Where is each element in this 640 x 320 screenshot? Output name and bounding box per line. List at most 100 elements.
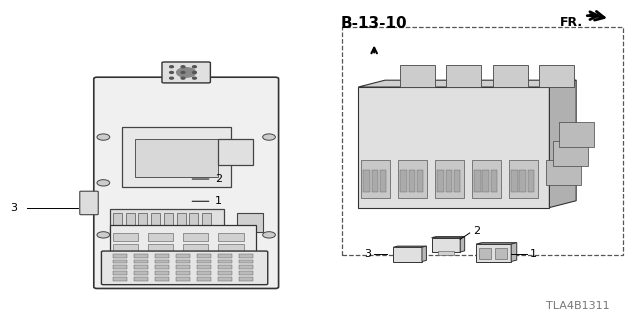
Bar (113, 233, 138, 241)
Bar (218, 255, 244, 263)
Bar (372, 170, 378, 192)
Bar (113, 213, 122, 232)
Circle shape (193, 71, 196, 73)
Polygon shape (511, 243, 516, 261)
Polygon shape (422, 246, 426, 261)
Circle shape (262, 232, 275, 238)
Bar (474, 170, 481, 192)
Bar (183, 233, 209, 241)
Bar (197, 271, 211, 275)
Bar (189, 213, 198, 232)
Bar (176, 260, 190, 263)
Text: 2: 2 (473, 226, 480, 236)
Bar (540, 65, 574, 87)
Text: 3: 3 (364, 249, 371, 259)
Bar (491, 170, 497, 192)
Bar (148, 244, 173, 252)
FancyBboxPatch shape (218, 139, 253, 165)
FancyBboxPatch shape (135, 139, 218, 177)
Text: 3: 3 (10, 203, 17, 213)
Bar (218, 254, 232, 258)
Bar (400, 170, 406, 192)
FancyBboxPatch shape (162, 62, 211, 83)
Bar (155, 277, 169, 281)
Bar (559, 122, 594, 147)
Bar (483, 170, 489, 192)
Bar (134, 265, 148, 269)
Bar (417, 170, 423, 192)
Bar (125, 213, 134, 232)
Bar (239, 254, 253, 258)
Circle shape (193, 66, 196, 68)
Bar (164, 213, 173, 232)
Text: 2: 2 (215, 174, 222, 184)
Circle shape (97, 134, 109, 140)
Bar (218, 265, 232, 269)
Bar (176, 265, 190, 269)
Bar (113, 254, 127, 258)
Bar (134, 271, 148, 275)
FancyBboxPatch shape (109, 225, 256, 266)
Bar (239, 260, 253, 263)
Bar (138, 213, 147, 232)
Bar (155, 260, 169, 263)
Polygon shape (549, 80, 576, 208)
Bar (218, 244, 244, 252)
Bar (509, 160, 538, 198)
Circle shape (262, 134, 275, 140)
Text: FR.: FR. (560, 16, 583, 29)
Polygon shape (476, 244, 511, 261)
Text: B-13-10: B-13-10 (341, 16, 408, 31)
Polygon shape (476, 243, 516, 244)
Circle shape (170, 71, 173, 73)
Bar (398, 160, 427, 198)
FancyBboxPatch shape (237, 213, 262, 232)
Bar (218, 260, 232, 263)
Circle shape (193, 77, 196, 79)
Polygon shape (394, 246, 426, 247)
Bar (197, 277, 211, 281)
Polygon shape (358, 80, 576, 87)
FancyBboxPatch shape (122, 127, 231, 187)
Bar (546, 160, 581, 185)
Polygon shape (431, 236, 465, 238)
Bar (155, 271, 169, 275)
Bar (511, 170, 518, 192)
Polygon shape (358, 87, 549, 208)
Text: TLA4B1311: TLA4B1311 (547, 301, 610, 311)
Bar (155, 265, 169, 269)
FancyBboxPatch shape (94, 77, 278, 288)
Bar (113, 277, 127, 281)
Bar (113, 260, 127, 263)
Bar (197, 254, 211, 258)
Bar (364, 170, 370, 192)
Bar (134, 254, 148, 258)
Polygon shape (431, 238, 460, 252)
Bar (134, 260, 148, 263)
Bar (239, 271, 253, 275)
Text: 1: 1 (215, 196, 222, 206)
Circle shape (181, 77, 185, 79)
Circle shape (97, 180, 109, 186)
Bar (177, 213, 186, 232)
Bar (113, 255, 138, 263)
Bar (495, 248, 507, 259)
Bar (218, 271, 232, 275)
Bar (202, 213, 211, 232)
Bar (155, 254, 169, 258)
Bar (520, 170, 526, 192)
Bar (113, 265, 127, 269)
Bar (239, 277, 253, 281)
Bar (435, 160, 464, 198)
Bar (399, 65, 435, 87)
Circle shape (177, 68, 196, 77)
Bar (113, 244, 138, 252)
Bar (113, 271, 127, 275)
Circle shape (181, 66, 185, 68)
Bar (197, 265, 211, 269)
Bar (134, 277, 148, 281)
Bar (148, 233, 173, 241)
Bar (454, 170, 460, 192)
Bar (176, 277, 190, 281)
FancyBboxPatch shape (109, 210, 225, 235)
